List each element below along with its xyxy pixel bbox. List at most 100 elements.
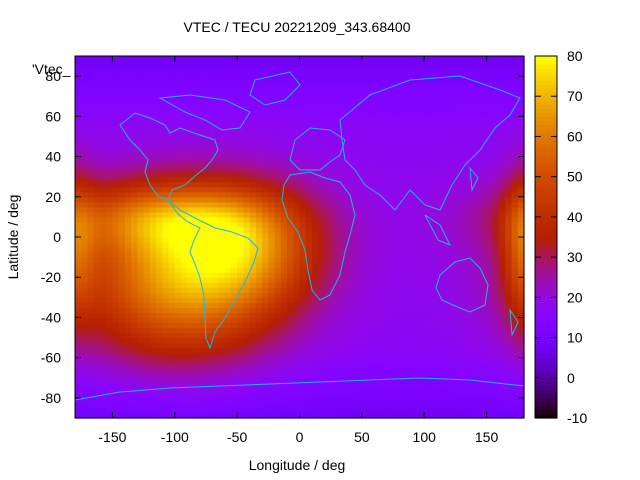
heatmap-cell xyxy=(361,151,369,158)
heatmap-cell xyxy=(455,337,463,344)
heatmap-cell xyxy=(118,216,126,223)
heatmap-cell xyxy=(156,247,163,253)
heatmap-cell xyxy=(149,322,157,329)
heatmap-cell xyxy=(474,211,481,218)
heatmap-cell xyxy=(137,221,145,228)
heatmap-cell xyxy=(181,402,188,409)
heatmap-cell xyxy=(249,116,257,122)
heatmap-cell xyxy=(249,71,257,77)
heatmap-cell xyxy=(474,287,481,293)
heatmap-cell xyxy=(87,237,95,243)
heatmap-cell xyxy=(174,267,182,273)
heatmap-cell xyxy=(405,181,413,188)
heatmap-cell xyxy=(293,56,301,62)
heatmap-cell xyxy=(181,397,188,404)
heatmap-cell xyxy=(324,287,332,293)
heatmap-cell xyxy=(274,111,282,117)
heatmap-cell xyxy=(268,372,276,379)
heatmap-cell xyxy=(274,392,282,399)
heatmap-cell xyxy=(380,211,388,218)
heatmap-cell xyxy=(156,196,163,203)
heatmap-cell xyxy=(499,216,506,223)
heatmap-cell xyxy=(424,262,432,268)
heatmap-cell xyxy=(112,61,120,67)
heatmap-cell xyxy=(430,362,438,369)
heatmap-cell xyxy=(405,116,413,122)
heatmap-cell xyxy=(293,332,301,339)
heatmap-cell xyxy=(224,136,232,143)
heatmap-cell xyxy=(162,126,170,133)
heatmap-cell xyxy=(187,151,195,158)
heatmap-cell xyxy=(386,392,394,399)
heatmap-cell xyxy=(168,327,176,334)
heatmap-cell xyxy=(274,307,282,314)
heatmap-cell xyxy=(112,357,120,364)
heatmap-cell xyxy=(411,352,419,359)
heatmap-cell xyxy=(461,267,469,273)
heatmap-cell xyxy=(436,357,444,364)
heatmap-cell xyxy=(124,362,132,369)
heatmap-cell xyxy=(199,307,207,314)
heatmap-cell xyxy=(374,337,382,344)
heatmap-cell xyxy=(124,367,132,374)
heatmap-cell xyxy=(143,297,151,303)
heatmap-cell xyxy=(193,91,201,97)
heatmap-cell xyxy=(156,262,163,268)
heatmap-cell xyxy=(143,292,151,298)
heatmap-cell xyxy=(181,277,188,283)
heatmap-cell xyxy=(343,287,350,293)
heatmap-cell xyxy=(293,407,301,414)
heatmap-cell xyxy=(343,101,350,107)
heatmap-cell xyxy=(361,402,369,409)
heatmap-cell xyxy=(118,121,126,127)
heatmap-cell xyxy=(143,302,151,308)
heatmap-cell xyxy=(162,347,170,354)
heatmap-cell xyxy=(224,277,232,283)
heatmap-cell xyxy=(162,327,170,334)
heatmap-cell xyxy=(143,81,151,87)
heatmap-cell xyxy=(149,392,157,399)
heatmap-cell xyxy=(480,387,488,394)
heatmap-cell xyxy=(75,277,82,283)
heatmap-cell xyxy=(287,352,294,359)
heatmap-cell xyxy=(249,382,257,389)
heatmap-cell xyxy=(205,347,213,354)
heatmap-cell xyxy=(81,322,89,329)
heatmap-cell xyxy=(368,322,375,329)
heatmap-cell xyxy=(156,327,163,334)
heatmap-cell xyxy=(368,312,375,319)
heatmap-cell xyxy=(255,377,263,384)
heatmap-cell xyxy=(430,111,438,117)
heatmap-cell xyxy=(218,101,226,107)
heatmap-cell xyxy=(430,357,438,364)
heatmap-cell xyxy=(262,267,269,273)
heatmap-cell xyxy=(430,412,438,419)
heatmap-cell xyxy=(124,297,132,303)
heatmap-cell xyxy=(436,146,444,153)
heatmap-cell xyxy=(430,96,438,102)
heatmap-cell xyxy=(156,86,163,92)
heatmap-cell xyxy=(230,221,238,228)
heatmap-cell xyxy=(81,226,89,233)
heatmap-cell xyxy=(237,181,244,188)
heatmap-cell xyxy=(311,397,319,404)
heatmap-cell xyxy=(368,131,375,138)
heatmap-cell xyxy=(311,146,319,153)
heatmap-cell xyxy=(268,206,276,213)
heatmap-cell xyxy=(299,262,307,268)
heatmap-cell xyxy=(324,166,332,173)
heatmap-cell xyxy=(474,76,481,82)
heatmap-cell xyxy=(486,242,494,248)
heatmap-cell xyxy=(499,101,506,107)
heatmap-cell xyxy=(417,312,425,319)
heatmap-cell xyxy=(181,206,188,213)
heatmap-cell xyxy=(374,156,382,163)
heatmap-cell xyxy=(106,292,114,298)
heatmap-cell xyxy=(361,126,369,133)
heatmap-cell xyxy=(237,136,244,143)
heatmap-cell xyxy=(442,86,450,92)
heatmap-cell xyxy=(287,377,294,384)
heatmap-cell xyxy=(118,367,126,374)
heatmap-cell xyxy=(368,161,375,168)
heatmap-cell xyxy=(106,362,114,369)
